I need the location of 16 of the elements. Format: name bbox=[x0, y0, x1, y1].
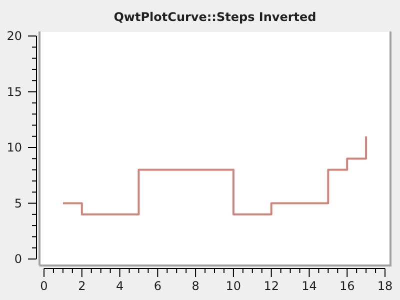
x-tick-label: 8 bbox=[192, 279, 200, 293]
y-tick-label: 5 bbox=[14, 196, 22, 210]
x-tick-label: 0 bbox=[40, 279, 48, 293]
x-tick-label: 14 bbox=[302, 279, 317, 293]
x-tick-label: 12 bbox=[264, 279, 279, 293]
x-tick-label: 6 bbox=[154, 279, 162, 293]
y-tick-label: 10 bbox=[6, 140, 22, 155]
x-tick-label: 18 bbox=[377, 279, 393, 293]
y-tick-label: 0 bbox=[14, 252, 22, 266]
y-tick-label: 15 bbox=[6, 84, 22, 99]
y-tick-label: 20 bbox=[6, 29, 22, 44]
x-tick-label: 4 bbox=[116, 279, 124, 293]
x-tick-label: 10 bbox=[226, 279, 242, 293]
chart-title: QwtPlotCurve::Steps Inverted bbox=[114, 10, 316, 24]
x-tick-label: 2 bbox=[78, 279, 86, 293]
x-tick-label: 16 bbox=[339, 279, 355, 293]
